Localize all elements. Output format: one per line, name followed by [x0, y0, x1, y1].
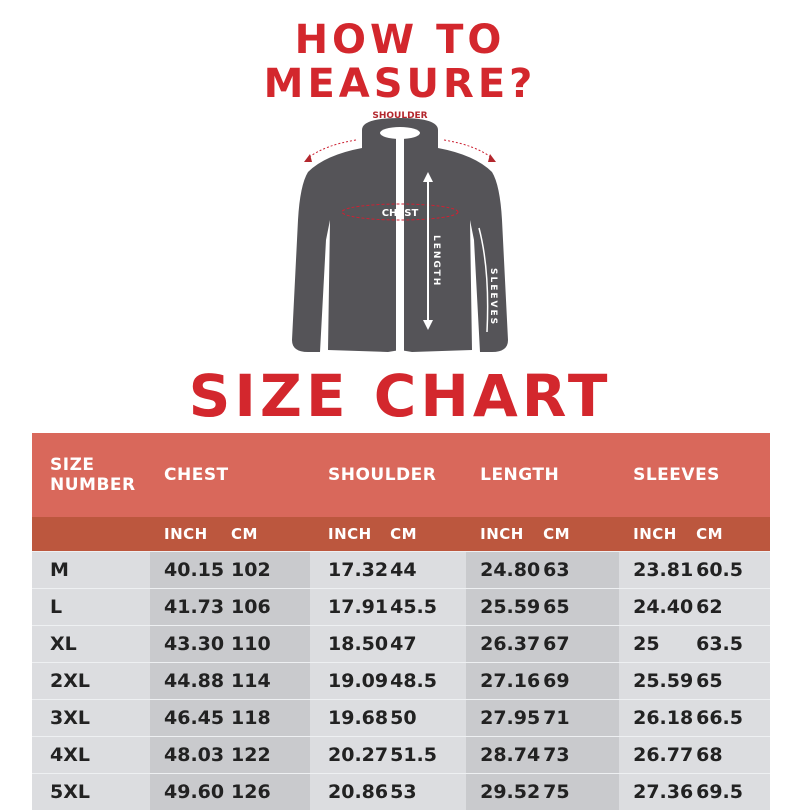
value-cell: 26.77 — [619, 737, 695, 774]
collar-opening — [380, 127, 420, 139]
size-cell: L — [32, 589, 150, 626]
value-cell: 27.36 — [619, 774, 695, 810]
value-cell: 26.37 — [466, 626, 542, 663]
value-cell: 25.59 — [619, 663, 695, 700]
value-cell: 17.91 — [310, 589, 389, 626]
value-cell: 106 — [230, 589, 310, 626]
value-cell: 26.18 — [619, 700, 695, 737]
unit-inch: INCH — [310, 517, 389, 552]
value-cell: 122 — [230, 737, 310, 774]
jacket-diagram: SHOULDER CHEST LENGTH SLEEVES — [280, 100, 520, 360]
shoulder-header: SHOULDER — [310, 433, 466, 517]
value-cell: 60.5 — [695, 552, 770, 589]
unit-cm: CM — [542, 517, 619, 552]
value-cell: 43.30 — [150, 626, 230, 663]
value-cell: 53 — [389, 774, 466, 810]
value-cell: 24.80 — [466, 552, 542, 589]
value-cell: 69.5 — [695, 774, 770, 810]
unit-inch: INCH — [466, 517, 542, 552]
length-header: LENGTH — [466, 433, 619, 517]
chest-label: CHEST — [382, 208, 419, 219]
unit-cm: CM — [389, 517, 466, 552]
value-cell: 68 — [695, 737, 770, 774]
value-cell: 18.50 — [310, 626, 389, 663]
shoulder-arrow-right-icon — [488, 154, 496, 162]
value-cell: 20.27 — [310, 737, 389, 774]
size-number-header: SIZE NUMBER — [32, 433, 150, 517]
value-cell: 24.40 — [619, 589, 695, 626]
zipper-line — [396, 138, 404, 352]
size-cell: 2XL — [32, 663, 150, 700]
unit-inch: INCH — [150, 517, 230, 552]
value-cell: 65 — [695, 663, 770, 700]
size-cell: 4XL — [32, 737, 150, 774]
value-cell: 67 — [542, 626, 619, 663]
value-cell: 71 — [542, 700, 619, 737]
value-cell: 20.86 — [310, 774, 389, 810]
value-cell: 48.5 — [389, 663, 466, 700]
value-cell: 17.32 — [310, 552, 389, 589]
size-cell: M — [32, 552, 150, 589]
value-cell: 73 — [542, 737, 619, 774]
value-cell: 110 — [230, 626, 310, 663]
unit-cm: CM — [695, 517, 770, 552]
size-chart-heading: SIZE CHART — [0, 362, 800, 430]
size-cell: 3XL — [32, 700, 150, 737]
value-cell: 63 — [542, 552, 619, 589]
value-cell: 25 — [619, 626, 695, 663]
sleeves-header: SLEEVES — [619, 433, 770, 517]
unit-cm: CM — [230, 517, 310, 552]
size-cell: XL — [32, 626, 150, 663]
value-cell: 41.73 — [150, 589, 230, 626]
shoulder-arrow-left-icon — [304, 154, 312, 162]
value-cell: 25.59 — [466, 589, 542, 626]
value-cell: 75 — [542, 774, 619, 810]
value-cell: 63.5 — [695, 626, 770, 663]
value-cell: 48.03 — [150, 737, 230, 774]
shoulder-label: SHOULDER — [372, 111, 427, 121]
value-cell: 44.88 — [150, 663, 230, 700]
value-cell: 23.81 — [619, 552, 695, 589]
value-cell: 66.5 — [695, 700, 770, 737]
value-cell: 102 — [230, 552, 310, 589]
title-line-1: HOW TO — [0, 18, 800, 62]
length-label: LENGTH — [431, 235, 441, 287]
value-cell: 65 — [542, 589, 619, 626]
value-cell: 19.68 — [310, 700, 389, 737]
value-cell: 114 — [230, 663, 310, 700]
value-cell: 118 — [230, 700, 310, 737]
value-cell: 28.74 — [466, 737, 542, 774]
value-cell: 19.09 — [310, 663, 389, 700]
value-cell: 62 — [695, 589, 770, 626]
size-cell: 5XL — [32, 774, 150, 810]
value-cell: 69 — [542, 663, 619, 700]
value-cell: 27.95 — [466, 700, 542, 737]
value-cell: 46.45 — [150, 700, 230, 737]
value-cell: 45.5 — [389, 589, 466, 626]
sleeves-label: SLEEVES — [488, 268, 498, 326]
value-cell: 126 — [230, 774, 310, 810]
value-cell: 50 — [389, 700, 466, 737]
value-cell: 49.60 — [150, 774, 230, 810]
value-cell: 47 — [389, 626, 466, 663]
value-cell: 27.16 — [466, 663, 542, 700]
size-table: SIZE NUMBER CHEST SHOULDER LENGTH SLEEVE… — [32, 433, 770, 810]
value-cell: 44 — [389, 552, 466, 589]
value-cell: 29.52 — [466, 774, 542, 810]
value-cell: 40.15 — [150, 552, 230, 589]
value-cell: 51.5 — [389, 737, 466, 774]
unit-inch: INCH — [619, 517, 695, 552]
chest-header: CHEST — [150, 433, 310, 517]
